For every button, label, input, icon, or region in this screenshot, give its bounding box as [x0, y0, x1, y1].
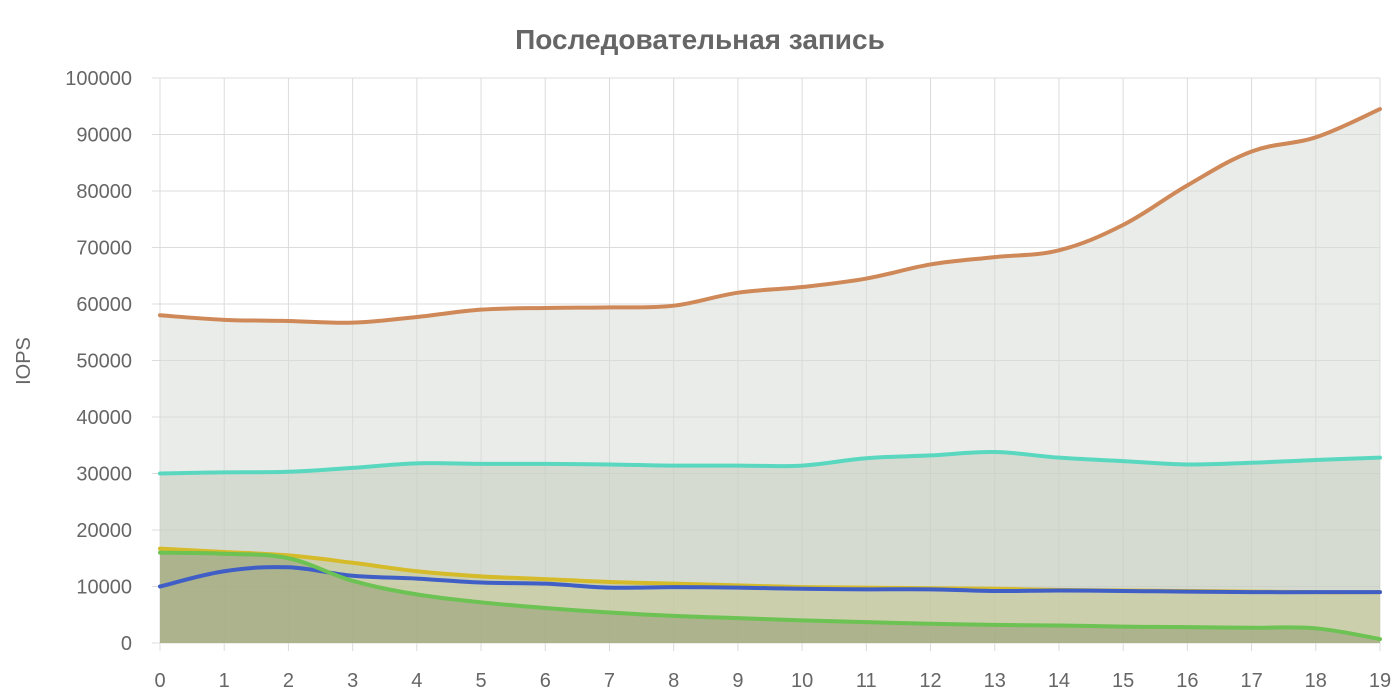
y-tick-label: 60000	[76, 294, 132, 316]
line-layer	[158, 107, 1382, 642]
x-tick-label: 5	[475, 670, 486, 692]
series-line-0	[158, 107, 1382, 325]
y-tick-label: 100000	[65, 68, 132, 90]
x-tick-label: 1	[219, 670, 230, 692]
x-tick-label: 3	[347, 670, 358, 692]
series-line-4	[158, 550, 1382, 642]
y-axis-label: IOPS	[13, 337, 35, 385]
y-tick-label: 80000	[76, 181, 132, 203]
area-layer	[160, 109, 1380, 643]
x-tick-label: 14	[1048, 670, 1070, 692]
series-area-0	[160, 109, 1380, 643]
axis-layer: 0 10000 20000 30000 40000 50000 60000 70000 8000…	[65, 68, 1391, 692]
y-tick-label: 0	[121, 633, 132, 655]
x-tick-label: 17	[1240, 670, 1262, 692]
x-tick-label: 7	[604, 670, 615, 692]
x-tick-label: 13	[984, 670, 1006, 692]
y-tick-label: 40000	[76, 407, 132, 429]
x-tick-label: 2	[283, 670, 294, 692]
y-tick-label: 20000	[76, 520, 132, 542]
x-tick-label: 16	[1176, 670, 1198, 692]
x-tick-label: 15	[1112, 670, 1134, 692]
x-tick-label: 9	[732, 670, 743, 692]
chart-title: Последовательная запись	[515, 24, 885, 55]
y-tick-label: 50000	[76, 351, 132, 373]
x-tick-label: 10	[791, 670, 813, 692]
y-tick-label: 10000	[76, 577, 132, 599]
series-area-4	[160, 552, 1380, 643]
x-tick-label: 19	[1369, 670, 1391, 692]
x-tick-label: 6	[540, 670, 551, 692]
x-tick-label: 8	[668, 670, 679, 692]
series-line-3	[158, 565, 1382, 595]
y-tick-label: 70000	[76, 238, 132, 260]
x-tick-label: 0	[154, 670, 165, 692]
x-tick-label: 11	[856, 670, 877, 692]
x-tick-label: 12	[919, 670, 941, 692]
series-line-1	[158, 450, 1382, 476]
y-tick-label: 90000	[76, 125, 132, 147]
x-tick-label: 18	[1305, 670, 1327, 692]
y-tick-label: 30000	[76, 464, 132, 486]
x-tick-label: 4	[411, 670, 422, 692]
